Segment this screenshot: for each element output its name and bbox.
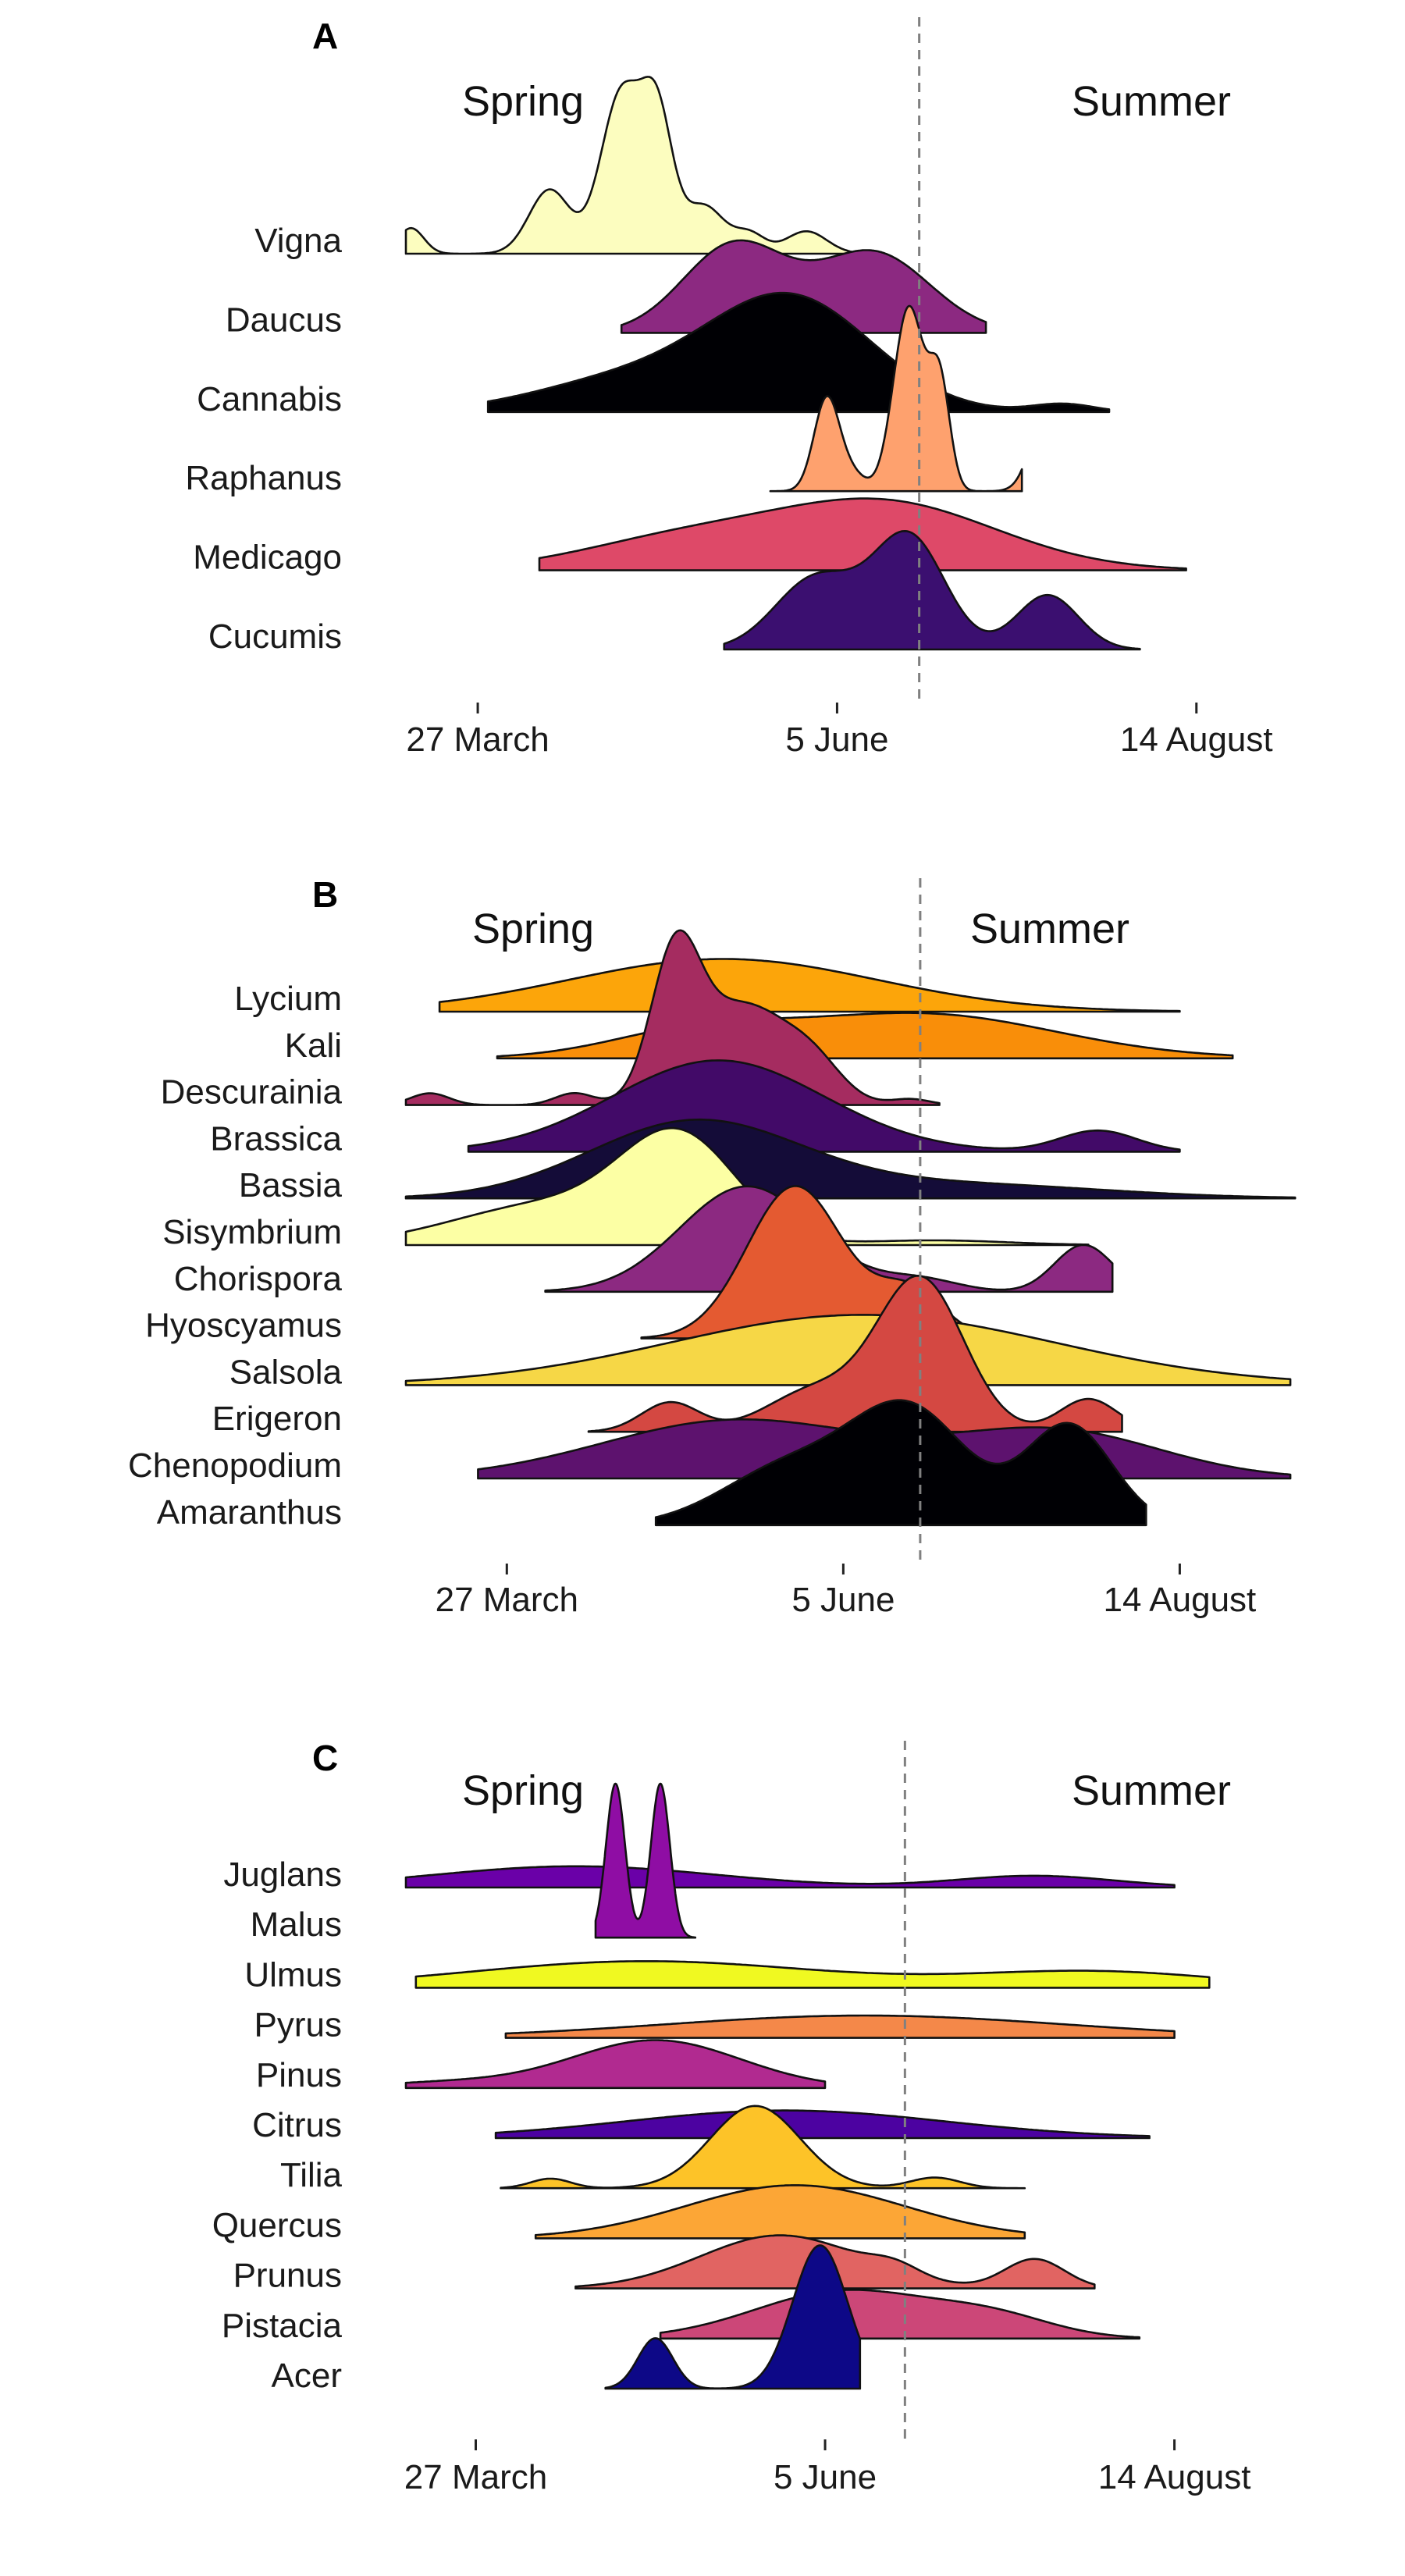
- ridge-juglans: [404, 1865, 1176, 1889]
- panel-label: B: [312, 874, 338, 915]
- ridge-descurainia: [404, 929, 941, 1106]
- row-label-ulmus: Ulmus: [244, 1955, 342, 1994]
- season-label-spring: Spring: [462, 1767, 584, 1814]
- ridge-pinus: [404, 2039, 827, 2090]
- ridge-acer: [604, 2244, 862, 2390]
- panel-label: C: [312, 1738, 338, 1778]
- x-tick-label: 27 March: [404, 2458, 547, 2496]
- x-tick-label: 14 August: [1098, 2458, 1251, 2496]
- row-label-medicago: Medicago: [193, 539, 342, 577]
- row-label-daucus: Daucus: [226, 301, 342, 339]
- panel-a: A Spring Summer Vigna Daucus Cannabis Raphanus…: [185, 16, 1272, 759]
- x-tick-label: 27 March: [436, 1581, 578, 1619]
- row-label-bassia: Bassia: [239, 1166, 343, 1204]
- ridge-prunus: [574, 2234, 1096, 2290]
- row-label-cucumis: Cucumis: [208, 617, 342, 656]
- row-label-pistacia: Pistacia: [222, 2307, 343, 2345]
- ridge-salsola: [404, 1314, 1292, 1386]
- ridge-tilia: [500, 2105, 1026, 2190]
- ridge-pistacia: [659, 2289, 1141, 2340]
- ridge-ulmus: [414, 1960, 1211, 1989]
- row-label-tilia: Tilia: [280, 2156, 343, 2194]
- row-label-malus: Malus: [251, 1905, 342, 1944]
- row-label-raphanus: Raphanus: [185, 459, 342, 497]
- x-tick-label: 14 August: [1104, 1581, 1257, 1619]
- row-label-amaranthus: Amaranthus: [157, 1493, 342, 1532]
- row-label-brassica: Brassica: [210, 1119, 342, 1158]
- ridge-cannabis: [486, 291, 1111, 414]
- ridge-kali: [496, 1012, 1234, 1060]
- row-label-acer: Acer: [272, 2357, 342, 2395]
- x-tick-label: 14 August: [1120, 720, 1273, 759]
- row-label-chorispora: Chorispora: [174, 1260, 343, 1298]
- ridge-raphanus: [769, 304, 1023, 493]
- row-label-juglans: Juglans: [223, 1856, 342, 1894]
- row-label-pinus: Pinus: [256, 2056, 342, 2094]
- ridge-amaranthus: [654, 1399, 1147, 1527]
- panel-b: B Spring Summer Lycium Kali Descurainia Brassi…: [128, 874, 1297, 1619]
- row-label-vigna: Vigna: [254, 222, 342, 260]
- row-label-kali: Kali: [285, 1026, 342, 1065]
- row-label-lycium: Lycium: [234, 980, 342, 1018]
- panel-c: C Spring Summer Juglans Malus Ulmus Pyrus Pinus…: [212, 1738, 1251, 2496]
- ridge-lycium: [438, 958, 1181, 1013]
- ridge-citrus: [494, 2109, 1151, 2140]
- season-label-summer: Summer: [1072, 1767, 1231, 1814]
- row-label-citrus: Citrus: [252, 2106, 342, 2144]
- ridge-vigna: [404, 76, 870, 255]
- ridge-malus: [594, 1782, 697, 1939]
- x-tick-label: 5 June: [791, 1581, 895, 1619]
- ridge-quercus: [534, 2184, 1026, 2240]
- ridge-cucumis: [723, 530, 1141, 651]
- row-label-quercus: Quercus: [212, 2206, 342, 2244]
- row-label-sisymbrium: Sisymbrium: [162, 1213, 342, 1251]
- row-label-cannabis: Cannabis: [197, 380, 342, 418]
- ridge-pyrus: [504, 2014, 1176, 2039]
- row-label-descurainia: Descurainia: [161, 1073, 343, 1112]
- row-label-prunus: Prunus: [233, 2257, 342, 2295]
- season-label-spring: Spring: [472, 906, 594, 952]
- ridge-daucus: [620, 239, 987, 334]
- x-tick-label: 5 June: [774, 2458, 877, 2496]
- row-label-erigeron: Erigeron: [212, 1400, 342, 1438]
- ridge-erigeron: [587, 1275, 1123, 1433]
- row-label-pyrus: Pyrus: [254, 2006, 342, 2044]
- row-label-hyoscyamus: Hyoscyamus: [145, 1307, 342, 1345]
- row-label-chenopodium: Chenopodium: [128, 1446, 342, 1485]
- panel-label: A: [312, 16, 338, 56]
- x-tick-label: 27 March: [406, 720, 549, 759]
- season-label-spring: Spring: [462, 78, 584, 125]
- row-label-salsola: Salsola: [229, 1353, 343, 1391]
- season-label-summer: Summer: [1072, 78, 1231, 125]
- ridge-medicago: [538, 497, 1187, 571]
- season-label-summer: Summer: [970, 906, 1129, 952]
- x-tick-label: 5 June: [785, 720, 888, 759]
